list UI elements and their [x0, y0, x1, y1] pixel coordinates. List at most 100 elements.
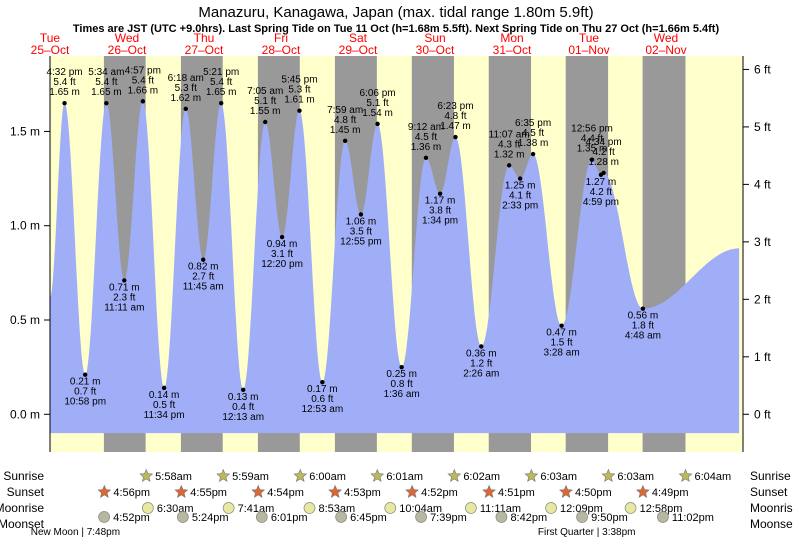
low-tide-label: 1:34 pm: [422, 216, 458, 227]
right-axis-ft: 0 ft 1 ft 2 ft 3 ft 4 ft 5 ft 6 ft: [743, 62, 771, 421]
high-tide-label: 5:21 pm: [203, 67, 239, 78]
tide-point: [218, 100, 224, 106]
sunrise-row-label-left: Sunrise: [3, 469, 44, 483]
sunset-row-label-left: Sunset: [7, 485, 45, 499]
high-tide-label: 5.4 ft: [95, 77, 117, 88]
right-axis-tick-label: 5 ft: [754, 120, 771, 134]
low-tide-label: 3.5 ft: [350, 226, 372, 237]
tide-point: [240, 387, 246, 392]
high-tide-label: 4.8 ft: [444, 111, 466, 122]
tide-point: [437, 191, 443, 196]
day-label-date: 25–Oct: [31, 43, 70, 57]
tide-point: [517, 176, 523, 181]
left-axis-tick-label: 0.5 m: [10, 313, 40, 327]
low-tide-label: 0.4 ft: [232, 402, 254, 413]
high-tide-label: 4.3 ft: [498, 139, 520, 150]
sun-moon-events: 5:58am 5:59am 6:00am 6:01am 6:02am 6:03am 6:03…: [31, 468, 731, 538]
high-tide-label: 5.4 ft: [53, 77, 75, 88]
low-tide-label: 1.06 m: [346, 216, 377, 227]
tide-point: [82, 372, 88, 377]
day-label-dow: Tue: [40, 31, 61, 45]
sunset-row-label-right: Sunset: [750, 485, 788, 499]
sunrise-icon: [447, 468, 462, 482]
low-tide-label: 4.2 ft: [590, 187, 612, 198]
moonset-row-label-left: Moonset: [0, 517, 45, 531]
tide-point: [104, 100, 109, 106]
low-tide-label: 12:13 am: [222, 412, 264, 423]
low-tide-label: 1.8 ft: [632, 321, 654, 332]
moonset-row-label-right: Moonset: [750, 517, 793, 531]
low-tide-label: 0.82 m: [188, 262, 219, 273]
moonrise-time: 7:41am: [238, 503, 275, 515]
moonset-icon: [415, 511, 427, 523]
moonset-time: 6:45pm: [350, 512, 387, 524]
high-tide-label: 12:56 pm: [571, 124, 613, 135]
sunset-icon: [559, 484, 573, 498]
sunrise-time: 5:58am: [155, 471, 192, 483]
day-label-date: 28–Oct: [262, 43, 301, 57]
tide-point: [423, 155, 429, 161]
tide-point: [589, 157, 595, 162]
moonrise-icon: [465, 502, 477, 514]
low-tide-label: 4.1 ft: [509, 191, 531, 202]
moon-phase-label: New Moon | 7:48pm: [31, 527, 120, 538]
tide-point: [161, 385, 167, 391]
day-label-dow: Fri: [274, 31, 288, 45]
left-axis-tick-label: 1.0 m: [10, 219, 40, 233]
high-tide-label: 7:05 am: [247, 86, 283, 97]
sunrise-time: 6:04am: [694, 471, 731, 483]
low-tide-label: 0.94 m: [267, 239, 298, 250]
moonrise-icon: [624, 502, 637, 514]
sunset-icon: [174, 484, 189, 498]
high-tide-label: 1.65 m: [91, 87, 122, 98]
tide-point: [453, 134, 458, 140]
sunset-icon: [635, 484, 650, 498]
high-tide-label: 1.61 m: [284, 95, 315, 106]
sunset-time: 4:51pm: [498, 487, 535, 499]
moonrise-time: 11:11am: [480, 503, 521, 515]
low-tide-label: 1.27 m: [586, 177, 617, 188]
moonrise-time: 6:30am: [157, 503, 194, 515]
moonrise-time: 12:09pm: [560, 503, 603, 515]
low-tide-label: 0.13 m: [228, 392, 259, 403]
low-tide-label: 0.36 m: [466, 348, 497, 359]
moonset-icon: [335, 511, 347, 523]
moonrise-icon: [222, 502, 235, 514]
high-tide-label: 6:18 am: [168, 73, 204, 84]
low-tide-label: 10:58 pm: [64, 397, 106, 408]
moonrise-time: 10:04am: [399, 503, 442, 515]
low-tide-label: 0.56 m: [628, 311, 659, 322]
low-tide-label: 0.17 m: [307, 384, 338, 395]
low-tide-label: 2.7 ft: [192, 272, 214, 283]
day-label-dow: Thu: [194, 31, 215, 45]
tide-point: [375, 121, 380, 127]
moonset-icon: [657, 511, 669, 523]
day-label-date: 30–Oct: [416, 43, 455, 57]
moonset-icon: [255, 511, 268, 523]
low-tide-label: 3.1 ft: [271, 249, 293, 260]
high-tide-label: 4:34 pm: [586, 137, 622, 148]
high-tide-label: 5.4 ft: [132, 75, 154, 86]
high-tide-label: 1.55 m: [250, 106, 281, 117]
high-tide-label: 4.8 ft: [334, 115, 356, 126]
tide-point: [601, 170, 606, 176]
moonrise-icon: [142, 502, 154, 514]
sunset-icon: [482, 484, 496, 498]
sunrise-icon: [678, 468, 693, 482]
high-tide-label: 1.38 m: [518, 138, 549, 149]
high-tide-label: 5.1 ft: [366, 98, 388, 109]
moonset-time: 4:52pm: [113, 512, 150, 524]
high-tide-label: 4.4 ft: [581, 134, 603, 145]
low-tide-label: 4:48 am: [625, 331, 661, 342]
right-axis-tick-label: 1 ft: [754, 350, 771, 364]
moon-phase-label: First Quarter | 3:38pm: [538, 527, 636, 538]
low-tide-label: 4:59 pm: [583, 197, 619, 208]
low-tide-label: 0.6 ft: [311, 394, 333, 405]
day-labels: Tue25–OctWed26–OctThu27–OctFri28–OctSat2…: [31, 31, 687, 57]
low-tide-label: 0.14 m: [149, 390, 180, 401]
moonset-icon: [176, 511, 189, 523]
sunrise-icon: [524, 468, 539, 482]
tide-point: [183, 106, 188, 112]
left-axis-tick-label: 1.5 m: [10, 124, 40, 138]
low-tide-label: 0.71 m: [109, 282, 140, 293]
